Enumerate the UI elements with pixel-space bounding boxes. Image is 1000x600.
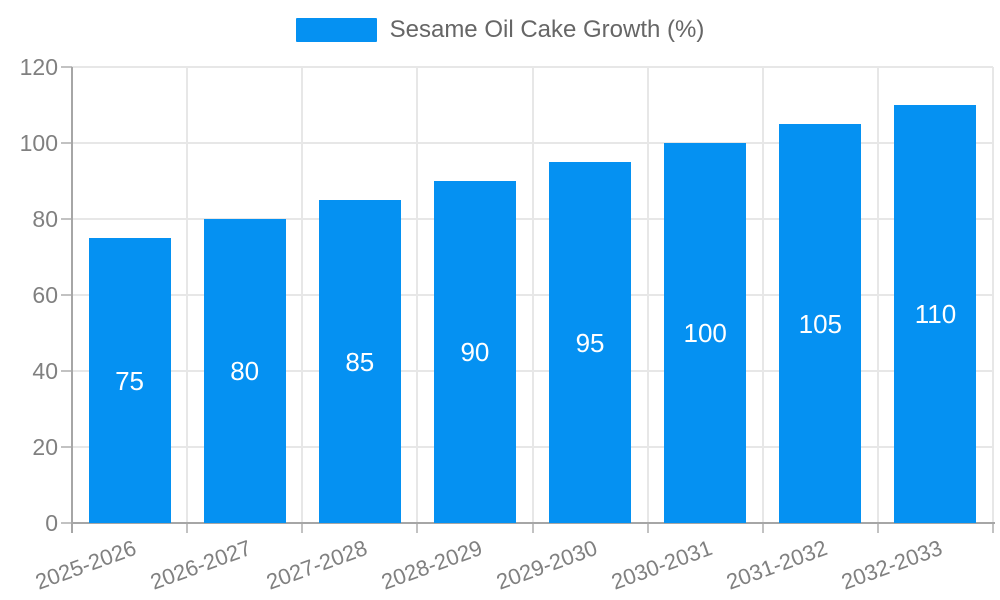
y-tick-label: 80 [32,206,58,232]
bar-value-label: 90 [460,337,490,367]
x-tick-label: 2028-2029 [377,535,486,595]
y-tick [61,522,72,524]
y-tick [61,66,72,68]
y-tick-label: 0 [45,510,58,536]
bar-value-label: 100 [683,318,727,348]
x-tick [186,523,189,533]
bar-value-label: 80 [230,356,260,386]
x-gridline [186,67,189,523]
x-tick-label: 2026-2027 [147,535,255,595]
x-tick [761,523,764,533]
bar-value-label: 75 [115,365,145,396]
y-tick [61,142,72,144]
x-tick-label: 2029-2030 [492,535,601,595]
bar[interactable] [433,181,516,523]
bar[interactable] [664,143,747,523]
legend-label: Sesame Oil Cake Growth (%) [389,16,705,43]
y-tick [61,370,72,372]
x-tick [416,523,419,533]
bar-value-label: 95 [575,327,605,358]
x-axis-line [72,522,995,524]
x-tick-label: 2025-2026 [32,535,140,595]
bar[interactable] [549,162,632,523]
bar[interactable] [894,105,977,523]
x-gridline [531,67,534,523]
y-tick-label: 40 [32,358,58,384]
legend-swatch-icon [295,18,377,42]
x-tick [992,523,994,533]
x-tick [876,523,879,533]
x-tick-label: 2027-2028 [262,535,371,595]
x-gridline [646,67,649,523]
x-gridline [416,67,419,523]
x-gridline [876,67,879,523]
x-tick [646,523,649,533]
bar-value-label: 85 [345,346,375,377]
x-tick-label: 2032-2033 [838,535,946,595]
x-gridline [301,67,304,523]
x-tick-label: 2031-2032 [723,535,831,595]
y-tick-label: 100 [19,130,58,156]
bar[interactable] [88,238,171,523]
y-tick-label: 20 [32,434,58,460]
y-tick [61,294,72,296]
x-gridline [761,67,764,523]
y-tick-label: 60 [32,282,58,308]
y-tick [61,218,72,220]
x-tick [301,523,304,533]
y-tick [61,446,72,448]
legend-item[interactable]: Sesame Oil Cake Growth (%) [0,15,1000,45]
y-axis-line [71,67,73,533]
x-tick [531,523,534,533]
x-gridline [992,67,994,523]
bar-value-label: 105 [798,308,842,339]
x-tick-label: 2030-2031 [607,535,716,595]
y-tick-label: 120 [19,54,58,80]
bar[interactable] [203,219,286,523]
bar[interactable] [779,124,862,523]
bar[interactable] [318,200,401,523]
bar-value-label: 110 [914,299,957,329]
